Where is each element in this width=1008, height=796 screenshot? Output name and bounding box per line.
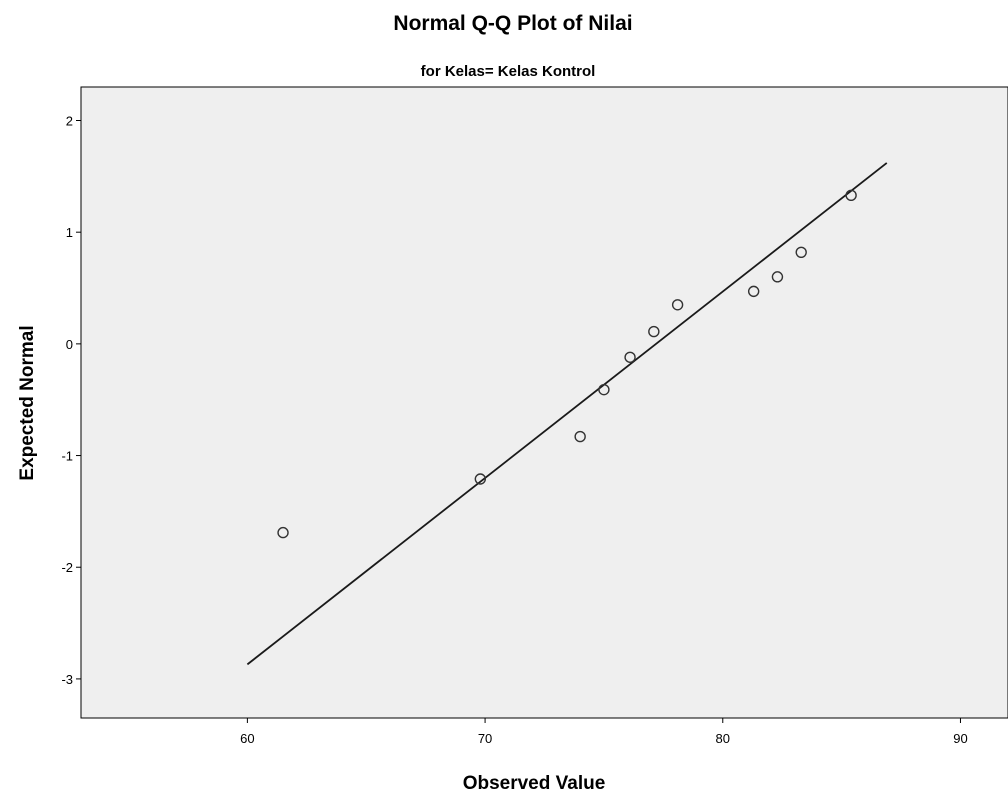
y-tick-label: 1 (66, 225, 73, 240)
x-tick-label: 90 (953, 731, 967, 746)
y-axis: 2 1 0 -1 -2 -3 (61, 114, 81, 687)
y-tick-label: -1 (61, 449, 73, 464)
y-tick-label: 2 (66, 114, 73, 129)
y-tick-label: 0 (66, 337, 73, 352)
data-point (574, 430, 586, 443)
x-axis: 60 70 80 90 (240, 718, 968, 746)
data-point (845, 189, 857, 202)
data-point (277, 526, 289, 539)
x-tick-label: 80 (716, 731, 730, 746)
y-tick-label: -2 (61, 560, 73, 575)
reference-line (246, 162, 888, 666)
data-point (474, 473, 487, 485)
x-tick-label: 70 (478, 731, 492, 746)
plot-area (80, 86, 1008, 719)
chart-subtitle: for Kelas= Kelas Kontrol (421, 63, 596, 80)
y-tick-label: -3 (61, 672, 73, 687)
data-point (747, 285, 760, 298)
chart-title: Normal Q-Q Plot of Nilai (393, 12, 632, 35)
x-tick-label: 60 (240, 731, 254, 746)
data-point (795, 246, 807, 258)
data-point (598, 383, 610, 396)
x-axis-title: Observed Value (463, 773, 606, 794)
data-point (771, 271, 784, 283)
data-point (648, 325, 660, 338)
data-points (277, 189, 857, 539)
y-axis-title: Expected Normal (17, 325, 38, 480)
data-point (671, 299, 684, 311)
data-point (624, 351, 636, 363)
